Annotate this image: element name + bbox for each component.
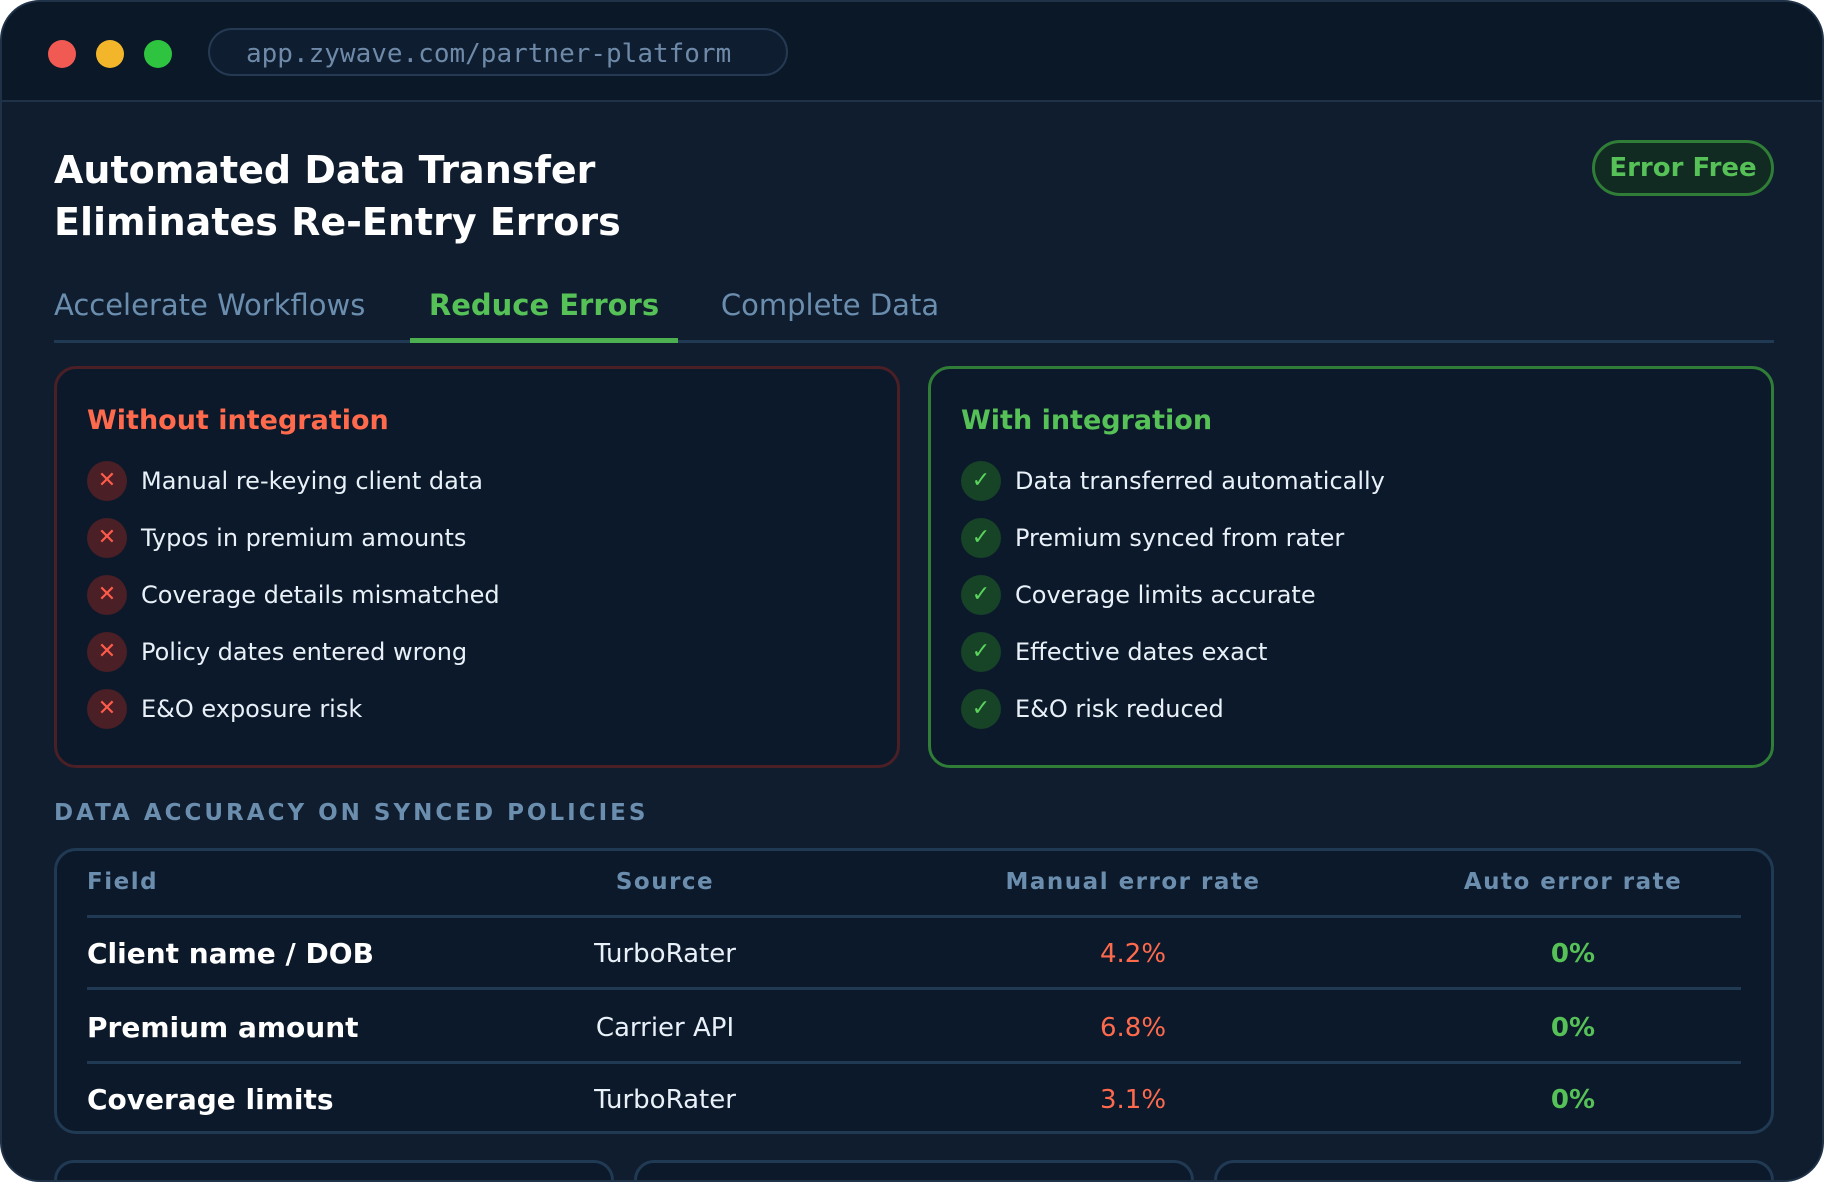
cell-auto-error-rate: 0% (1550, 1085, 1596, 1115)
cell-source: TurboRater (594, 1085, 736, 1115)
page-title: Automated Data Transfer Eliminates Re-En… (54, 144, 854, 248)
cell-source: TurboRater (594, 939, 736, 969)
card-title: Without integration (87, 405, 389, 436)
list-item-label: Policy dates entered wrong (141, 638, 468, 666)
minimize-window-button[interactable] (96, 40, 124, 68)
card-title: With integration (961, 405, 1213, 436)
tab-accelerate-workflows[interactable]: Accelerate Workflows (54, 288, 366, 322)
cell-field: Coverage limits (87, 1083, 334, 1116)
with-integration-card: With integration ✓ Data transferred auto… (928, 366, 1774, 768)
cell-manual-error-rate: 6.8% (1099, 1013, 1167, 1043)
cell-manual-error-rate: 4.2% (1099, 939, 1167, 969)
check-icon: ✓ (961, 689, 1001, 729)
list-item-label: Manual re-keying client data (141, 467, 483, 495)
list-item: ✕ E&O exposure risk (87, 689, 867, 729)
list-item-label: Data transferred automatically (1015, 467, 1385, 495)
list-item: ✕ Policy dates entered wrong (87, 632, 867, 672)
list-item: ✓ E&O risk reduced (961, 689, 1741, 729)
list-item: ✓ Effective dates exact (961, 632, 1741, 672)
tab-bar: Accelerate Workflows Reduce Errors Compl… (54, 278, 1774, 343)
column-header-manual-error-rate: Manual error rate (1005, 869, 1261, 895)
status-badge: Error Free (1592, 140, 1774, 196)
list-item: ✓ Premium synced from rater (961, 518, 1741, 558)
stat-card (54, 1160, 614, 1180)
column-header-field: Field (87, 869, 159, 895)
check-icon: ✓ (961, 461, 1001, 501)
cell-source: Carrier API (595, 1013, 735, 1043)
check-icon: ✓ (961, 575, 1001, 615)
divider (87, 1061, 1741, 1064)
cell-manual-error-rate: 3.1% (1099, 1085, 1167, 1115)
x-icon: ✕ (87, 461, 127, 501)
close-window-button[interactable] (48, 40, 76, 68)
check-icon: ✓ (961, 518, 1001, 558)
list-item: ✓ Data transferred automatically (961, 461, 1741, 501)
list-item: ✕ Manual re-keying client data (87, 461, 867, 501)
cell-field: Premium amount (87, 1011, 359, 1044)
page-title-line-2: Eliminates Re-Entry Errors (54, 200, 621, 244)
list-item-label: E&O risk reduced (1015, 695, 1224, 723)
list-item: ✓ Coverage limits accurate (961, 575, 1741, 615)
accuracy-table: Field Source Manual error rate Auto erro… (54, 848, 1774, 1134)
list-item: ✕ Coverage details mismatched (87, 575, 867, 615)
x-icon: ✕ (87, 689, 127, 729)
divider (87, 915, 1741, 918)
maximize-window-button[interactable] (144, 40, 172, 68)
list-item-label: Typos in premium amounts (141, 524, 467, 552)
list-item-label: Coverage limits accurate (1015, 581, 1316, 609)
cell-auto-error-rate: 0% (1550, 939, 1596, 969)
tab-complete-data[interactable]: Complete Data (720, 288, 940, 322)
cell-field: Client name / DOB (87, 937, 374, 970)
without-integration-card: Without integration ✕ Manual re-keying c… (54, 366, 900, 768)
list-item-label: Coverage details mismatched (141, 581, 500, 609)
section-heading: DATA ACCURACY ON SYNCED POLICIES (54, 800, 649, 826)
list-item: ✕ Typos in premium amounts (87, 518, 867, 558)
column-header-auto-error-rate: Auto error rate (1463, 869, 1683, 895)
title-bar: app.zywave.com/partner-platform (2, 2, 1822, 102)
stat-card (1214, 1160, 1774, 1180)
x-icon: ✕ (87, 575, 127, 615)
check-icon: ✓ (961, 632, 1001, 672)
tab-reduce-errors[interactable]: Reduce Errors (410, 278, 678, 343)
x-icon: ✕ (87, 632, 127, 672)
list-item-label: Premium synced from rater (1015, 524, 1345, 552)
stat-card (634, 1160, 1194, 1180)
column-header-source: Source (615, 869, 715, 895)
address-bar[interactable]: app.zywave.com/partner-platform (208, 28, 788, 76)
divider (87, 987, 1741, 990)
x-icon: ✕ (87, 518, 127, 558)
cell-auto-error-rate: 0% (1550, 1013, 1596, 1043)
page-title-line-1: Automated Data Transfer (54, 148, 596, 192)
list-item-label: E&O exposure risk (141, 695, 363, 723)
list-item-label: Effective dates exact (1015, 638, 1268, 666)
